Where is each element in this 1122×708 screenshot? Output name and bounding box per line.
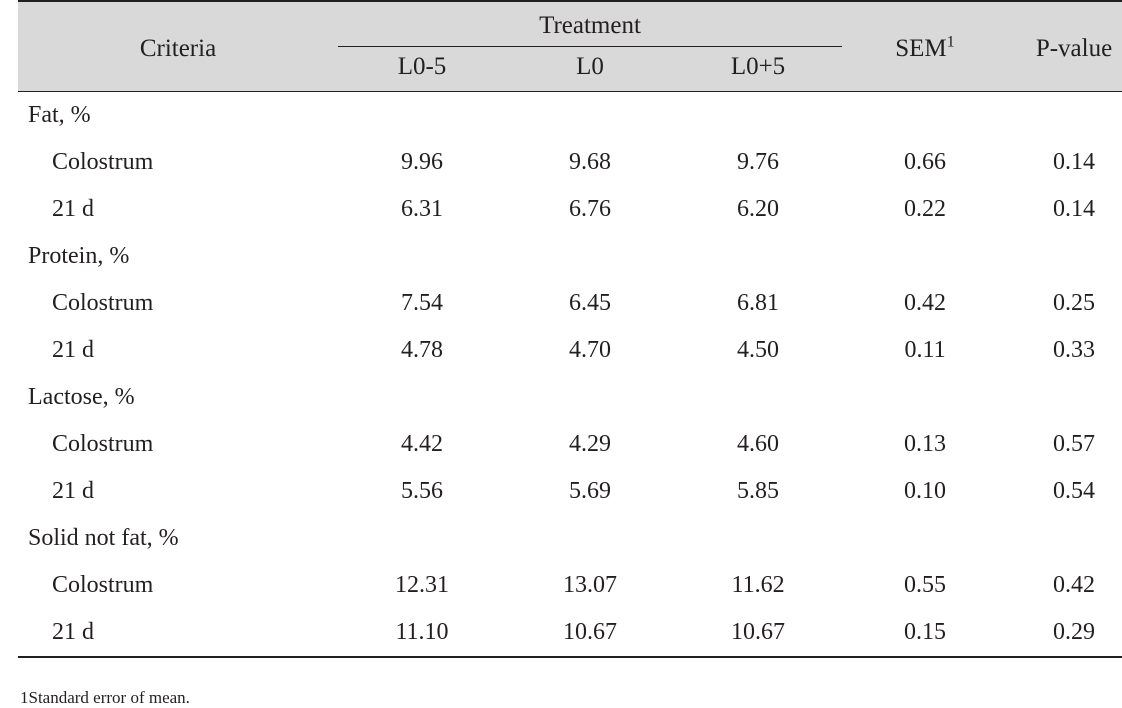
cell-value: 0.14: [1008, 186, 1122, 233]
cell-value: 5.69: [506, 468, 674, 515]
col-header-criteria: Criteria: [18, 1, 338, 92]
cell-value: 4.70: [506, 327, 674, 374]
table-row: Colostrum9.969.689.760.660.14: [18, 139, 1122, 186]
cell-value: 4.29: [506, 421, 674, 468]
cell-value: 0.33: [1008, 327, 1122, 374]
cell-value: 11.62: [674, 562, 842, 609]
cell-value: 6.81: [674, 280, 842, 327]
cell-value: 4.42: [338, 421, 506, 468]
section-row: Protein, %: [18, 233, 1122, 280]
table-row: 21 d5.565.695.850.100.54: [18, 468, 1122, 515]
sem-superscript: 1: [947, 32, 955, 50]
cell-value: 0.55: [842, 562, 1008, 609]
cell-value: 0.11: [842, 327, 1008, 374]
section-title: Protein, %: [18, 233, 1122, 280]
cell-value: 0.25: [1008, 280, 1122, 327]
cell-value: 0.22: [842, 186, 1008, 233]
cell-value: 0.13: [842, 421, 1008, 468]
row-label: 21 d: [18, 327, 338, 374]
table-row: Colostrum7.546.456.810.420.25: [18, 280, 1122, 327]
section-row: Solid not fat, %: [18, 515, 1122, 562]
table-row: 21 d4.784.704.500.110.33: [18, 327, 1122, 374]
row-label: Colostrum: [18, 421, 338, 468]
section-row: Fat, %: [18, 92, 1122, 140]
cell-value: 9.68: [506, 139, 674, 186]
cell-value: 0.29: [1008, 609, 1122, 657]
cell-value: 9.76: [674, 139, 842, 186]
table-header: Criteria Treatment SEM1 P-value L0-5 L0 …: [18, 1, 1122, 92]
col-header-pvalue: P-value: [1008, 1, 1122, 92]
cell-value: 0.57: [1008, 421, 1122, 468]
cell-value: 11.10: [338, 609, 506, 657]
cell-value: 6.31: [338, 186, 506, 233]
section-title: Solid not fat, %: [18, 515, 1122, 562]
cell-value: 6.76: [506, 186, 674, 233]
table-row: Colostrum4.424.294.600.130.57: [18, 421, 1122, 468]
footnote: 1Standard error of mean.: [18, 688, 1104, 708]
cell-value: 10.67: [506, 609, 674, 657]
cell-value: 0.54: [1008, 468, 1122, 515]
data-table: Criteria Treatment SEM1 P-value L0-5 L0 …: [18, 0, 1122, 658]
row-label: Colostrum: [18, 139, 338, 186]
cell-value: 5.56: [338, 468, 506, 515]
section-title: Fat, %: [18, 92, 1122, 140]
col-subheader-t1: L0-5: [338, 47, 506, 92]
table-container: { "header": { "criteria": "Criteria", "t…: [0, 0, 1122, 694]
table-row: Colostrum12.3113.0711.620.550.42: [18, 562, 1122, 609]
table-body: Fat, %Colostrum9.969.689.760.660.1421 d6…: [18, 92, 1122, 658]
section-row: Lactose, %: [18, 374, 1122, 421]
col-subheader-t2: L0: [506, 47, 674, 92]
cell-value: 7.54: [338, 280, 506, 327]
cell-value: 0.42: [842, 280, 1008, 327]
col-subheader-t3: L0+5: [674, 47, 842, 92]
col-header-sem: SEM1: [842, 1, 1008, 92]
cell-value: 9.96: [338, 139, 506, 186]
sem-label-text: SEM: [895, 35, 946, 62]
cell-value: 12.31: [338, 562, 506, 609]
cell-value: 13.07: [506, 562, 674, 609]
row-label: 21 d: [18, 186, 338, 233]
cell-value: 0.10: [842, 468, 1008, 515]
cell-value: 0.15: [842, 609, 1008, 657]
cell-value: 6.45: [506, 280, 674, 327]
cell-value: 6.20: [674, 186, 842, 233]
table-row: 21 d11.1010.6710.670.150.29: [18, 609, 1122, 657]
cell-value: 4.78: [338, 327, 506, 374]
cell-value: 4.60: [674, 421, 842, 468]
cell-value: 4.50: [674, 327, 842, 374]
table-row: 21 d6.316.766.200.220.14: [18, 186, 1122, 233]
cell-value: 0.14: [1008, 139, 1122, 186]
cell-value: 5.85: [674, 468, 842, 515]
section-title: Lactose, %: [18, 374, 1122, 421]
row-label: Colostrum: [18, 562, 338, 609]
row-label: Colostrum: [18, 280, 338, 327]
cell-value: 0.66: [842, 139, 1008, 186]
col-header-treatment-group: Treatment: [338, 1, 842, 47]
row-label: 21 d: [18, 468, 338, 515]
cell-value: 10.67: [674, 609, 842, 657]
cell-value: 0.42: [1008, 562, 1122, 609]
row-label: 21 d: [18, 609, 338, 657]
